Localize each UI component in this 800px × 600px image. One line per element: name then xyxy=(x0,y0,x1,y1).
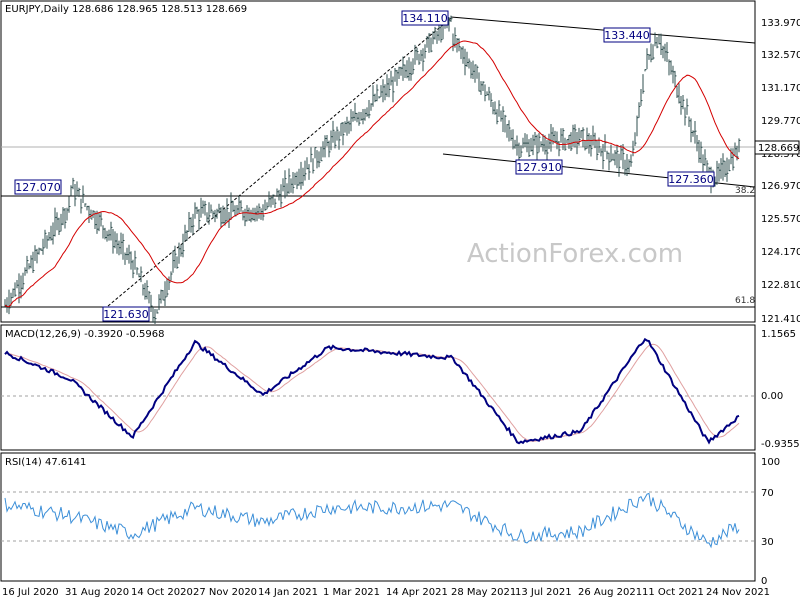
xaxis-label: 28 May 2021 xyxy=(451,587,516,598)
current-price-text: 128.669 xyxy=(758,143,799,154)
rsi-ytick: 0 xyxy=(761,576,767,587)
channel-top-line xyxy=(450,16,756,44)
annotation-127070-text: 127.070 xyxy=(15,181,61,194)
annotation-133440: 133.440 xyxy=(603,27,651,43)
xaxis-label: 27 Nov 2020 xyxy=(193,587,257,598)
rsi-panel-header: RSI(14) 47.6141 xyxy=(5,457,86,468)
annotation-127360: 127.360 xyxy=(667,171,715,187)
xaxis-label: 1 Mar 2021 xyxy=(323,587,380,598)
main-ytick: 122.810 xyxy=(761,280,800,291)
xaxis-label: 14 Oct 2020 xyxy=(131,587,193,598)
main-panel-header: EURJPY,Daily 128.686 128.965 128.513 128… xyxy=(5,4,247,15)
main-yaxis: 133.970 132.570 131.170 129.770 128.370 … xyxy=(761,18,800,325)
xaxis-label: 16 Jul 2020 xyxy=(2,587,59,598)
xaxis-label: 24 Nov 2021 xyxy=(706,587,770,598)
annotation-121630: 121.630 xyxy=(102,306,150,322)
xaxis-label: 11 Oct 2021 xyxy=(642,587,704,598)
annotation-133440-text: 133.440 xyxy=(604,29,650,42)
rsi-yaxis: 100 70 30 0 xyxy=(761,457,780,587)
fib-618-label: 61.8 xyxy=(735,296,755,306)
macd-ytick: 1.1565 xyxy=(761,329,796,340)
annotation-127910: 127.910 xyxy=(515,159,563,175)
main-ytick: 124.170 xyxy=(761,247,800,258)
macd-line xyxy=(4,337,740,445)
main-ytick: 126.970 xyxy=(761,181,800,192)
rsi-line xyxy=(4,492,740,549)
main-panel-frame xyxy=(0,0,756,323)
current-price-tag: 128.669 xyxy=(754,140,800,155)
main-ytick: 121.410 xyxy=(761,314,800,325)
macd-panel-frame xyxy=(0,324,756,451)
annotation-134110: 134.110 xyxy=(401,10,449,26)
annotation-127360-text: 127.360 xyxy=(668,173,714,186)
main-ytick: 125.570 xyxy=(761,214,800,225)
macd-ytick: 0.00 xyxy=(761,391,783,402)
annotation-121630-text: 121.630 xyxy=(103,308,149,321)
macd-yaxis: 1.1565 0.00 -0.9355 xyxy=(761,329,800,450)
main-ytick: 133.970 xyxy=(761,18,800,29)
xaxis-label: 31 Aug 2020 xyxy=(65,587,129,598)
moving-average-line xyxy=(4,40,740,308)
rsi-ytick: 30 xyxy=(761,537,774,548)
xaxis-label: 14 Jan 2021 xyxy=(258,587,318,598)
macd-panel-header: MACD(12,26,9) -0.3920 -0.5968 xyxy=(5,329,165,340)
macd-ytick: -0.9355 xyxy=(761,439,800,450)
xaxis-label: 26 Aug 2021 xyxy=(578,587,642,598)
main-ytick: 131.170 xyxy=(761,83,800,94)
main-ytick: 129.770 xyxy=(761,116,800,127)
xaxis: 16 Jul 2020 31 Aug 2020 14 Oct 2020 27 N… xyxy=(2,587,770,598)
main-ytick: 132.570 xyxy=(761,50,800,61)
annotation-127070: 127.070 xyxy=(14,179,62,195)
rsi-ytick: 70 xyxy=(761,488,774,499)
xaxis-label: 13 Jul 2021 xyxy=(515,587,572,598)
fib-382-label: 38.2 xyxy=(735,186,755,196)
xaxis-label: 14 Apr 2021 xyxy=(386,587,448,598)
annotation-127910-text: 127.910 xyxy=(516,161,562,174)
rsi-ytick: 100 xyxy=(761,457,780,468)
watermark: ActionForex.com xyxy=(467,239,683,269)
rsi-panel-frame xyxy=(0,452,756,582)
annotation-134110-text: 134.110 xyxy=(402,12,448,25)
